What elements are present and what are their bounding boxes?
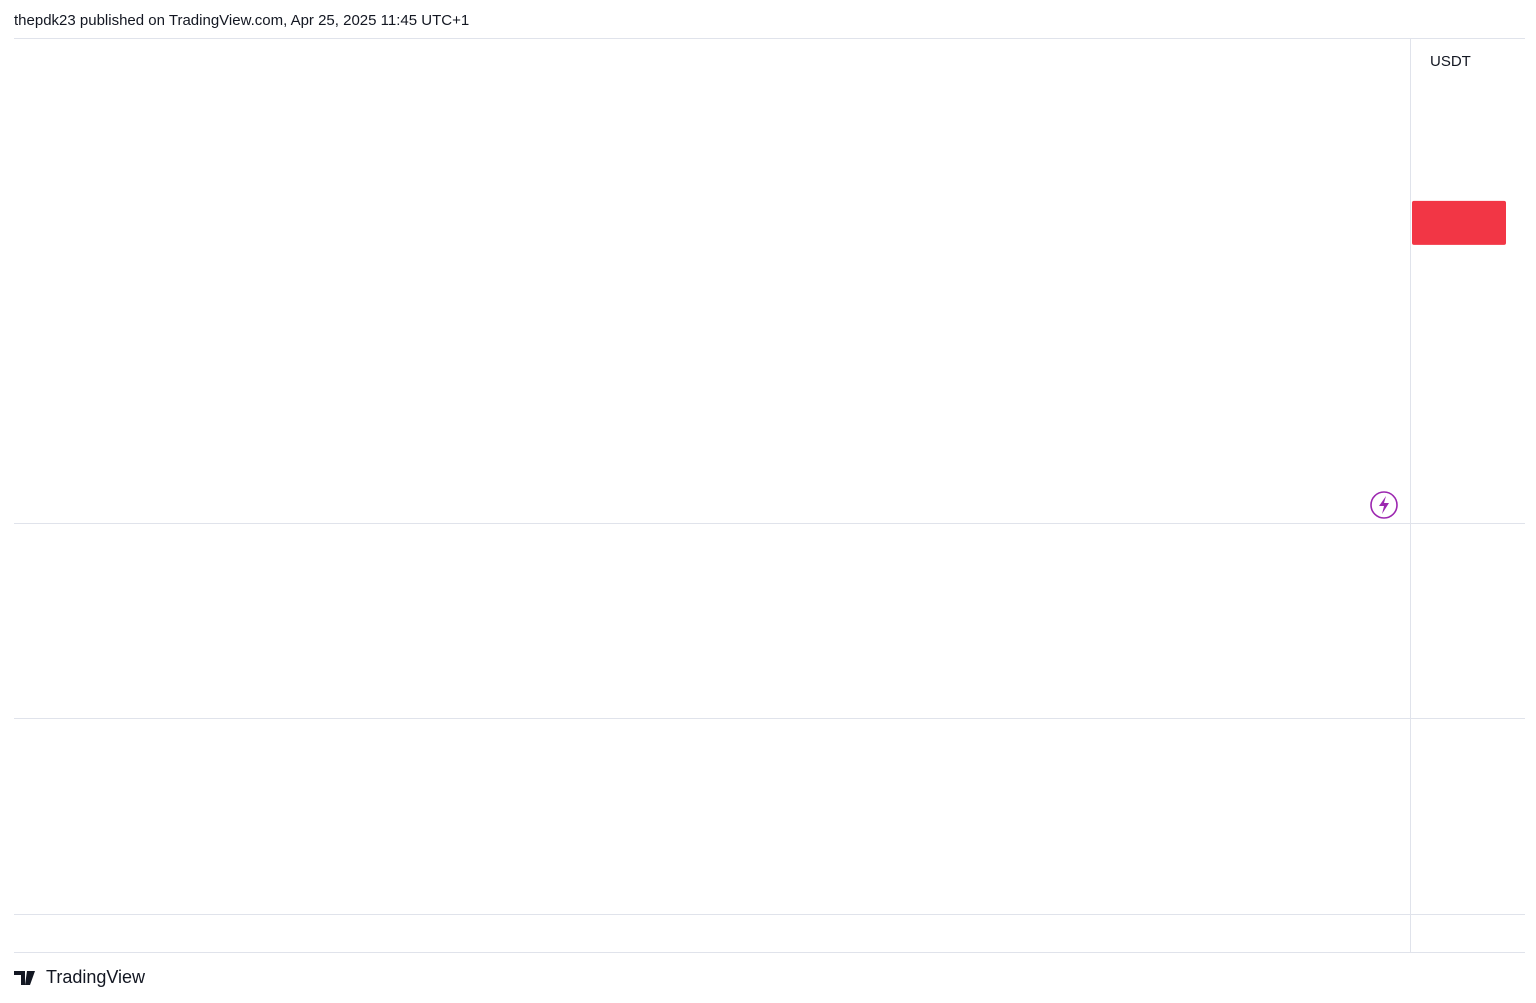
text-layer: thepdk23 published on TradingView.com, A…	[14, 12, 1506, 245]
logo-mark	[14, 971, 35, 985]
price-axis-unit: USDT	[1430, 53, 1471, 70]
footer-logo: TradingView	[14, 967, 146, 987]
byline: thepdk23 published on TradingView.com, A…	[14, 12, 469, 29]
alert-bolt[interactable]	[1379, 496, 1389, 514]
alert-icon[interactable]	[1370, 491, 1398, 519]
frame-layer	[14, 38, 1525, 953]
footer-brand: TradingView	[46, 967, 146, 987]
last-price-tag	[1412, 200, 1506, 245]
